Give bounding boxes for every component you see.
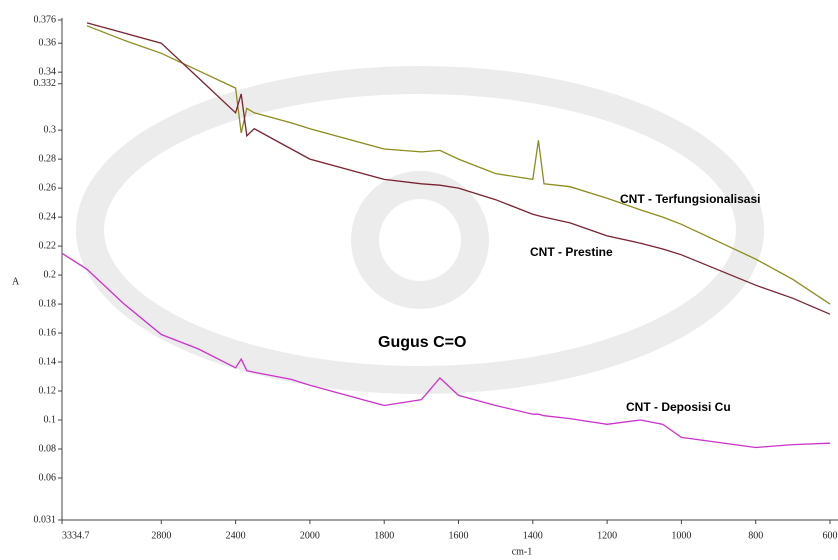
series-line <box>86 25 831 305</box>
series-line <box>61 252 831 449</box>
annotation: CNT - Prestine <box>530 245 613 259</box>
x-tick-label: 2000 <box>300 530 320 541</box>
x-tick-label: 1600 <box>449 530 469 541</box>
x-tick-label: 2800 <box>151 530 171 541</box>
x-tick-label: 1000 <box>671 530 691 541</box>
watermark <box>76 66 764 394</box>
y-tick-label: 0.24 <box>39 211 57 222</box>
y-tick-label: 0.08 <box>39 443 57 454</box>
y-tick-label: 0.031 <box>34 514 57 525</box>
annotation: CNT - Deposisi Cu <box>626 400 731 414</box>
x-tick-label: 1800 <box>374 530 394 541</box>
y-tick-label: 0.16 <box>39 327 57 338</box>
y-tick-label: 0.2 <box>44 269 57 280</box>
x-axis-label: cm-1 <box>512 546 533 557</box>
x-tick-label: 3334.7 <box>62 530 90 541</box>
y-tick-label: 0.12 <box>39 385 57 396</box>
x-tick-label: 1200 <box>597 530 617 541</box>
y-tick-label: 0.28 <box>39 153 57 164</box>
y-tick-label: 0.332 <box>34 78 57 89</box>
y-tick-label: 0.26 <box>39 182 57 193</box>
x-tick-label: 1400 <box>523 530 543 541</box>
x-tick-label: 800 <box>748 530 763 541</box>
annotation: CNT - Terfungsionalisasi <box>620 192 760 206</box>
x-tick-label: 2400 <box>226 530 246 541</box>
y-axis-label: A <box>12 276 20 287</box>
y-tick-label: 0.14 <box>39 356 57 367</box>
y-tick-label: 0.18 <box>39 298 57 309</box>
y-tick-label: 0.3 <box>44 124 57 135</box>
y-tick-label: 0.1 <box>44 414 57 425</box>
annotation: Gugus C=O <box>378 334 466 351</box>
y-tick-label: 0.06 <box>39 472 57 483</box>
y-tick-label: 0.22 <box>39 240 57 251</box>
y-tick-label: 0.36 <box>39 37 57 48</box>
series-line <box>86 22 831 315</box>
x-tick-label: 600 <box>823 530 838 541</box>
y-tick-label: 0.34 <box>39 66 57 77</box>
y-tick-label: 0.376 <box>34 14 57 25</box>
